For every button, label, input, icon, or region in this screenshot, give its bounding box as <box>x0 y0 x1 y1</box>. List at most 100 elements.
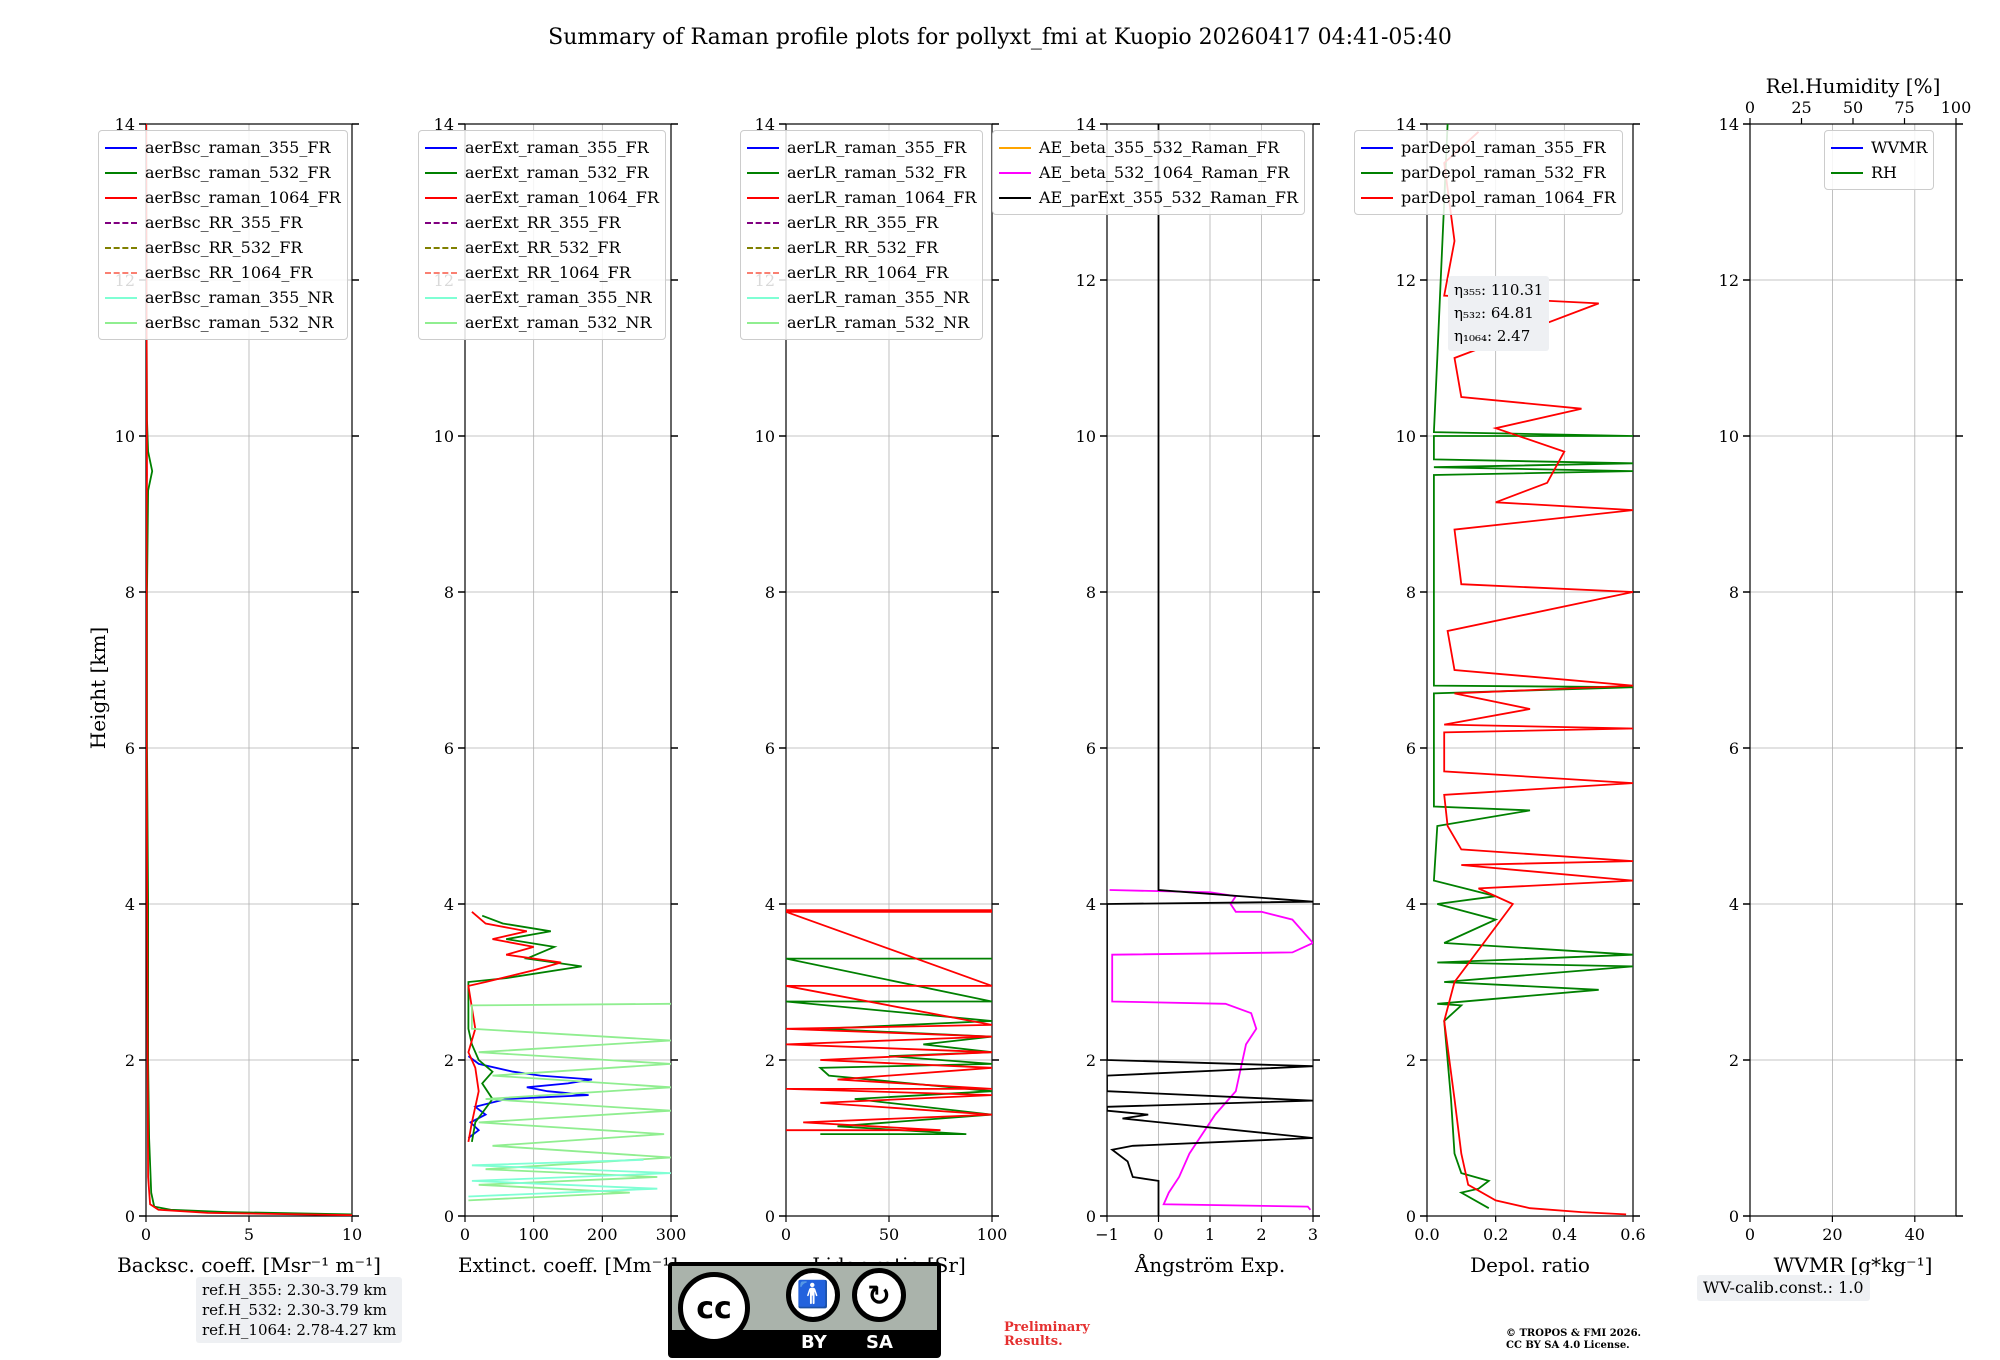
legend-label: aerLR_raman_355_NR <box>787 288 970 307</box>
x-tick-label: 0 <box>781 1225 791 1244</box>
y-tick-label: 4 <box>125 895 135 914</box>
ref-height-1064: ref.H_1064: 2.78-4.27 km <box>202 1321 397 1339</box>
legend-swatch <box>105 321 137 324</box>
legend-entry: AE_beta_355_532_Raman_FR <box>999 135 1298 160</box>
y-tick-label: 4 <box>444 895 454 914</box>
y-tick-label: 2 <box>444 1051 454 1070</box>
legend-swatch <box>425 196 457 199</box>
x-tick-label: 0.6 <box>1620 1225 1645 1244</box>
panel-extinction: 010020030002468101214Extinct. coeff. [Mm… <box>434 115 687 1277</box>
series-aerExt_raman_532_FR <box>467 914 582 1143</box>
y-tick-label: 14 <box>755 115 775 134</box>
legend-label: aerBsc_RR_532_FR <box>145 238 303 257</box>
y-tick-label: 4 <box>1406 895 1416 914</box>
x-axis-label: Ångström Exp. <box>1134 1252 1285 1277</box>
legend-label: aerLR_RR_355_FR <box>787 213 939 232</box>
x-axis-label: Backsc. coeff. [Msr⁻¹ m⁻¹] <box>117 1253 381 1277</box>
legend-entry: aerLR_raman_355_FR <box>747 135 976 160</box>
y-tick-label: 4 <box>1729 895 1739 914</box>
legend-label: aerBsc_raman_532_NR <box>145 313 334 332</box>
legend-label: aerExt_raman_355_NR <box>465 288 652 307</box>
eta-annotation-box: η₃₅₅: 110.31 η₅₃₂: 64.81 η₁₀₆₄: 2.47 <box>1448 276 1550 351</box>
cc-by-label: BY <box>801 1332 827 1353</box>
y-tick-label: 2 <box>125 1051 135 1070</box>
x-tick-label: 100 <box>518 1225 549 1244</box>
legend-swatch <box>1361 146 1393 149</box>
legend-label: AE_beta_532_1064_Raman_FR <box>1039 163 1290 182</box>
series-aerExt_raman_1064_FR <box>467 911 562 1143</box>
preliminary-line-2: Results. <box>1004 1334 1063 1349</box>
y-tick-label: 2 <box>1406 1051 1416 1070</box>
legend-entry: aerBsc_raman_532_NR <box>105 310 341 335</box>
legend-label: aerLR_RR_1064_FR <box>787 263 949 282</box>
legend-label: parDepol_raman_355_FR <box>1401 138 1606 157</box>
eta-532: η₅₃₂: 64.81 <box>1454 304 1534 322</box>
x-tick-label: 0 <box>1153 1225 1163 1244</box>
legend-entry: WVMR <box>1831 135 1927 160</box>
y-tick-label: 14 <box>434 115 454 134</box>
legend-label: aerExt_RR_1064_FR <box>465 263 631 282</box>
y-tick-label: 0 <box>444 1207 454 1226</box>
series-AE_beta_532_1064_Raman_FR <box>1109 889 1313 1211</box>
x-tick-label: 5 <box>244 1225 254 1244</box>
y-tick-label: 2 <box>1729 1051 1739 1070</box>
legend-label: aerBsc_raman_1064_FR <box>145 188 341 207</box>
legend-label: AE_beta_355_532_Raman_FR <box>1039 138 1280 157</box>
x-tick-label: 0 <box>1745 1225 1755 1244</box>
y-tick-label: 10 <box>115 427 135 446</box>
legend-entry: aerExt_RR_532_FR <box>425 235 659 260</box>
y-tick-label: 14 <box>1719 115 1739 134</box>
legend-swatch <box>105 146 137 149</box>
legend-label: aerExt_raman_532_FR <box>465 163 649 182</box>
legend-label: aerBsc_RR_355_FR <box>145 213 303 232</box>
legend-swatch <box>425 321 457 324</box>
y-tick-label: 10 <box>434 427 454 446</box>
legend-entry: aerExt_RR_1064_FR <box>425 260 659 285</box>
legend-label: aerLR_raman_532_NR <box>787 313 970 332</box>
series-aerExt_raman_532_NR <box>468 1002 671 1202</box>
legend-swatch <box>105 296 137 299</box>
copyright-line-1: © TROPOS & FMI 2026. <box>1506 1328 1642 1339</box>
legend-entry: aerExt_raman_355_FR <box>425 135 659 160</box>
legend-swatch <box>747 246 779 249</box>
legend-swatch <box>747 296 779 299</box>
x-tick-label: 300 <box>656 1225 687 1244</box>
legend-swatch <box>105 246 137 249</box>
copyright-line-2: CC BY SA 4.0 License. <box>1506 1340 1630 1351</box>
y-axis-label: Height [km] <box>86 627 110 749</box>
x-tick-label: −1 <box>1095 1225 1119 1244</box>
plot-frame <box>1106 123 1314 1217</box>
top-tick-label: 100 <box>1941 98 1972 117</box>
ref-height-532: ref.H_532: 2.30-3.79 km <box>202 1301 387 1319</box>
series-AE_parExt_355_532_Raman_FR <box>1107 124 1313 1216</box>
legend-swatch <box>425 296 457 299</box>
legend-swatch <box>747 146 779 149</box>
legend-entry: aerBsc_RR_532_FR <box>105 235 341 260</box>
y-tick-label: 14 <box>1076 115 1096 134</box>
y-tick-label: 14 <box>115 115 135 134</box>
copyright-note: © TROPOS & FMI 2026. CC BY SA 4.0 Licens… <box>1506 1328 1641 1352</box>
legend-swatch <box>999 196 1031 199</box>
legend-label: aerExt_RR_355_FR <box>465 213 621 232</box>
sa-share-icon: ↻ <box>852 1268 906 1322</box>
legend-entry: aerLR_raman_532_FR <box>747 160 976 185</box>
x-tick-label: 1 <box>1205 1225 1215 1244</box>
y-tick-label: 6 <box>1729 739 1739 758</box>
y-tick-label: 4 <box>765 895 775 914</box>
legend-entry: aerBsc_raman_355_FR <box>105 135 341 160</box>
y-tick-label: 12 <box>1396 271 1416 290</box>
legend-swatch <box>425 221 457 224</box>
y-tick-label: 6 <box>765 739 775 758</box>
y-tick-label: 10 <box>1719 427 1739 446</box>
legend-label: parDepol_raman_532_FR <box>1401 163 1606 182</box>
y-tick-label: 6 <box>125 739 135 758</box>
y-tick-label: 0 <box>765 1207 775 1226</box>
plot-frame <box>1749 123 1957 1217</box>
y-tick-label: 0 <box>1729 1207 1739 1226</box>
legend-label: aerBsc_RR_1064_FR <box>145 263 313 282</box>
legend-label: aerLR_raman_355_FR <box>787 138 967 157</box>
legend-swatch <box>425 171 457 174</box>
legend-swatch <box>747 196 779 199</box>
cc-sa-label: SA <box>866 1332 893 1353</box>
